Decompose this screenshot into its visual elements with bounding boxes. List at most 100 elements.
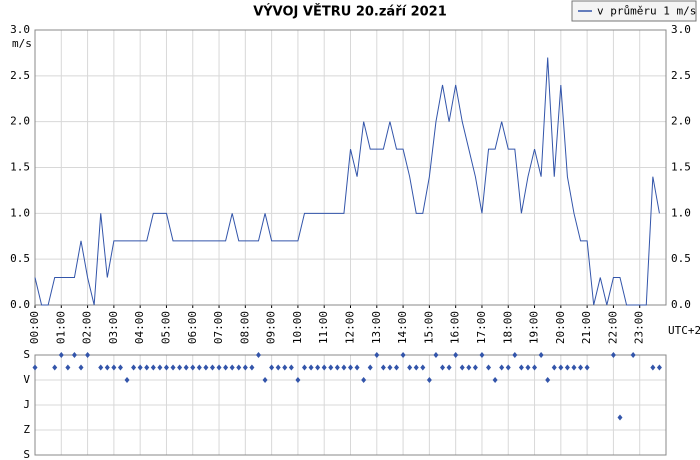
direction-point	[183, 364, 189, 371]
direction-point	[203, 364, 209, 371]
direction-point	[223, 364, 229, 371]
y-tick-label-right: 2.0	[671, 115, 691, 128]
direction-point	[288, 364, 294, 371]
direction-point	[209, 364, 215, 371]
chart-title: VÝVOJ VĚTRU 20.září 2021	[253, 4, 447, 20]
y-tick-label-right: 3.0	[671, 23, 691, 36]
y-tick-label: 3.0	[10, 23, 30, 36]
direction-point	[98, 364, 104, 371]
x-tick-label: 19:00	[528, 311, 541, 344]
direction-point	[650, 364, 656, 371]
direction-point	[177, 364, 183, 371]
direction-point	[308, 364, 314, 371]
x-tick-label: 21:00	[580, 311, 593, 344]
direction-point	[374, 352, 380, 358]
direction-point	[440, 364, 446, 371]
direction-point	[367, 364, 373, 371]
direction-point	[321, 364, 327, 371]
direction-point	[150, 364, 156, 371]
plot-frame	[34, 354, 667, 456]
y-tick-label: S	[23, 348, 30, 361]
direction-point	[255, 352, 261, 358]
direction-point	[249, 364, 255, 371]
direction-point	[380, 364, 386, 371]
direction-point	[486, 364, 492, 371]
direction-point	[472, 364, 478, 371]
direction-point	[341, 364, 347, 371]
direction-point	[407, 364, 413, 371]
direction-point	[157, 364, 163, 371]
x-tick-label: 06:00	[186, 311, 199, 344]
x-tick-label: 17:00	[475, 311, 488, 344]
x-tick-label: 00:00	[28, 311, 41, 344]
direction-point	[361, 377, 367, 383]
direction-point	[328, 364, 334, 371]
x-tick-label: 01:00	[54, 311, 67, 344]
y-tick-label: Z	[23, 423, 30, 436]
direction-point	[131, 364, 137, 371]
x-tick-label: 20:00	[554, 311, 567, 344]
direction-point	[610, 352, 616, 358]
direction-point	[269, 364, 275, 371]
x-tick-label: 09:00	[265, 311, 278, 344]
direction-point	[446, 364, 452, 371]
direction-point	[65, 364, 71, 371]
direction-point	[144, 364, 150, 371]
x-tick-label: 04:00	[133, 311, 146, 344]
direction-point	[262, 377, 268, 383]
y-tick-label: 0.0	[10, 298, 30, 311]
plot-frame	[34, 29, 667, 306]
direction-point	[387, 364, 393, 371]
direction-point	[479, 352, 485, 358]
direction-point	[104, 364, 110, 371]
x-tick-label: 12:00	[344, 311, 357, 344]
direction-point	[512, 352, 518, 358]
y-axis-unit: m/s	[12, 37, 32, 50]
x-tick-label: 15:00	[422, 311, 435, 344]
x-tick-label: 08:00	[238, 311, 251, 344]
x-tick-label: 18:00	[501, 311, 514, 344]
x-tick-label: 11:00	[317, 311, 330, 344]
direction-point	[394, 364, 400, 371]
y-tick-label-right: 2.5	[671, 69, 691, 82]
direction-point	[216, 364, 222, 371]
direction-point	[564, 364, 570, 371]
direction-point	[466, 364, 472, 371]
y-tick-label-right: 1.0	[671, 206, 691, 219]
direction-point	[334, 364, 340, 371]
direction-point	[532, 364, 538, 371]
x-tick-label: 22:00	[606, 311, 619, 344]
direction-point	[137, 364, 143, 371]
y-tick-label: 1.5	[10, 161, 30, 174]
y-tick-label: 0.5	[10, 252, 30, 265]
direction-point	[499, 364, 505, 371]
direction-point	[354, 364, 360, 371]
y-tick-label-right: 0.0	[671, 298, 691, 311]
direction-point	[275, 364, 281, 371]
direction-point	[71, 352, 77, 358]
direction-point	[656, 364, 662, 371]
direction-point	[124, 377, 130, 383]
x-tick-label: 03:00	[107, 311, 120, 344]
direction-point	[630, 352, 636, 358]
direction-point	[282, 364, 288, 371]
direction-point	[348, 364, 353, 371]
direction-point	[236, 364, 242, 371]
direction-point	[32, 364, 38, 371]
x-tick-label: 07:00	[212, 311, 225, 344]
direction-point	[453, 352, 459, 358]
direction-point	[163, 364, 169, 371]
y-tick-label: V	[23, 373, 30, 386]
direction-point	[170, 364, 176, 371]
y-tick-label: S	[23, 448, 30, 460]
direction-point	[538, 352, 544, 358]
legend-label: v průměru 1 m/s	[597, 5, 696, 18]
direction-point	[578, 364, 584, 371]
legend: v průměru 1 m/s	[571, 0, 697, 22]
direction-point	[413, 364, 419, 371]
y-tick-label: 2.0	[10, 115, 30, 128]
direction-point	[242, 364, 248, 371]
x-tick-label: 05:00	[159, 311, 172, 344]
direction-point	[190, 364, 196, 371]
direction-point	[558, 364, 564, 371]
